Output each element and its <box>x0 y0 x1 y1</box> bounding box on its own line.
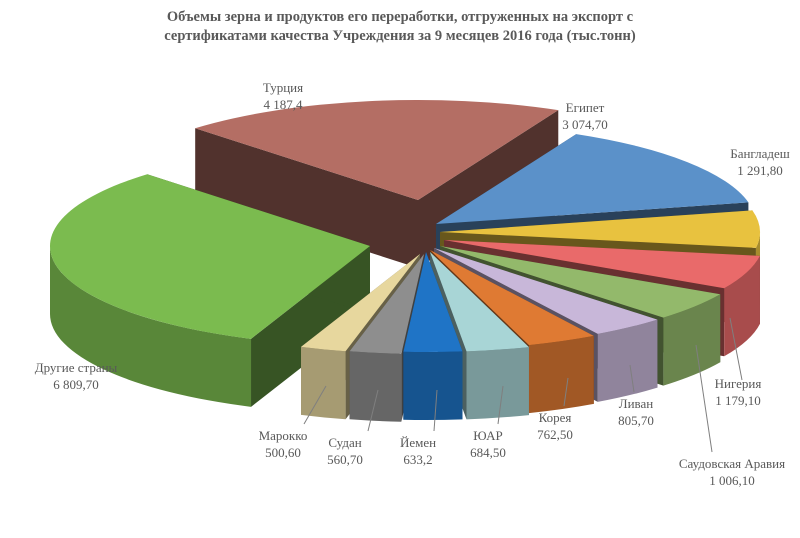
slice-label-value-9: 500,60 <box>265 445 301 460</box>
slice-label-value-10: 6 809,70 <box>53 377 99 392</box>
chart-title-line-1: Объемы зерна и продуктов его переработки… <box>166 9 634 25</box>
pie-slice-10 <box>49 174 371 407</box>
slice-4-wall <box>597 319 658 402</box>
slice-label-name-4: Ливан <box>619 396 654 411</box>
slice-10-wall <box>50 246 252 407</box>
slice-label-value-11: 4 187,4 <box>264 97 304 112</box>
data-labels: Египет 3 074,70 Бангладеш 1 291,80 Нигерия 1 … <box>35 80 790 488</box>
slice-10-top <box>49 174 371 339</box>
leader-line-9 <box>303 385 327 425</box>
slice-label-name-10: Другие страны <box>35 360 118 375</box>
slice-label-name-6: ЮАР <box>473 428 503 443</box>
slice-5-top <box>430 250 594 346</box>
slice-label-name-0: Египет <box>566 100 605 115</box>
slice-label-value-8: 560,70 <box>327 452 363 467</box>
slice-label-name-3: Саудовская Аравия <box>679 456 785 471</box>
slice-8-top <box>349 254 424 354</box>
slice-label-value-1: 1 291,80 <box>737 163 783 178</box>
pie-slices <box>49 100 760 422</box>
slice-2-wall <box>724 255 760 357</box>
slice-label-name-7: Йемен <box>400 435 436 450</box>
slice-8-wall <box>349 351 402 422</box>
slice-3-wall <box>663 294 721 386</box>
slice-3-top <box>440 246 721 318</box>
pie-slice-7 <box>403 252 463 420</box>
slice-label-name-2: Нигерия <box>715 376 762 391</box>
slice-1-top <box>440 210 760 248</box>
slice-label-value-6: 684,50 <box>470 445 506 460</box>
chart-title-line-2: сертификатами качества Учреждения за 9 м… <box>164 28 636 44</box>
slice-11-radial-face-0 <box>195 128 418 268</box>
slice-label-value-7: 633,2 <box>403 452 432 467</box>
slice-6-wall <box>466 347 529 420</box>
leader-line-8 <box>367 389 379 432</box>
slice-label-value-4: 805,70 <box>618 413 654 428</box>
slice-label-name-5: Корея <box>539 410 572 425</box>
slice-label-value-0: 3 074,70 <box>562 117 608 132</box>
slice-9-wall <box>301 346 346 420</box>
slice-label-name-1: Бангладеш <box>730 146 790 161</box>
leader-line-7 <box>433 389 438 432</box>
slice-label-name-9: Марокко <box>259 428 308 443</box>
slice-9-top <box>301 254 420 352</box>
slice-label-name-11: Турция <box>263 80 303 95</box>
slice-11-top <box>195 100 559 200</box>
slice-7-top <box>403 252 463 353</box>
slice-label-value-2: 1 179,10 <box>715 393 761 408</box>
leader-line-6 <box>497 385 504 425</box>
slice-label-name-8: Судан <box>328 435 361 450</box>
slice-7-wall <box>403 351 463 420</box>
leader-line-2 <box>729 317 743 381</box>
slice-2-top <box>444 240 760 289</box>
slice-label-value-5: 762,50 <box>537 427 573 442</box>
leader-line-4 <box>629 364 635 393</box>
slice-0-top <box>436 134 749 224</box>
chart-title: Объемы зерна и продуктов его переработки… <box>100 8 700 46</box>
leader-line-5 <box>563 377 569 407</box>
slice-4-top <box>434 248 658 334</box>
slice-label-value-3: 1 006,10 <box>709 473 755 488</box>
slice-6-top <box>430 252 529 352</box>
slice-5-wall <box>528 335 594 414</box>
leader-line-3 <box>695 344 713 453</box>
